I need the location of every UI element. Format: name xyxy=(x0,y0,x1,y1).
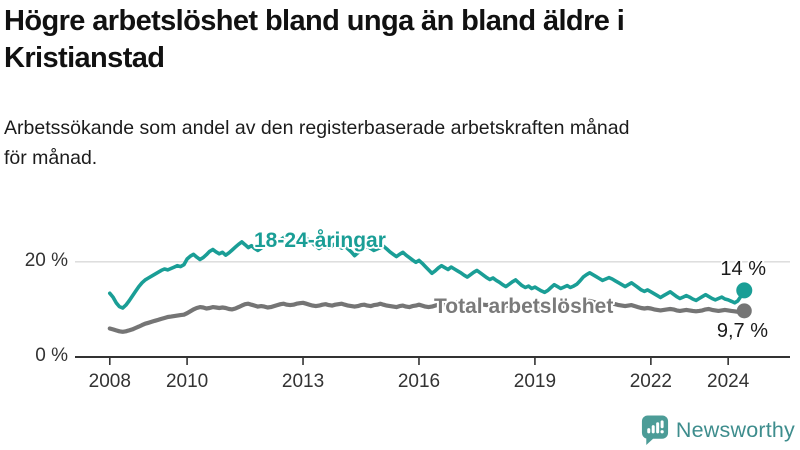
total-series-label: Total arbetslöshet xyxy=(434,295,614,318)
y-tick-label: 0 % xyxy=(35,345,68,366)
bar-chart-speech-bubble-icon xyxy=(641,415,668,445)
x-tick-label: 2022 xyxy=(629,371,672,392)
total-end-dot xyxy=(736,303,752,319)
youth-end-value-label: 14 % xyxy=(720,258,766,280)
total-end-value-label: 9,7 % xyxy=(716,320,768,342)
chart-subtitle: Arbetssökande som andel av den registerb… xyxy=(4,117,630,170)
x-tick-label: 2013 xyxy=(281,371,325,392)
youth-end-dot xyxy=(736,282,753,299)
newsworthy-logo: Newsworthy xyxy=(641,415,795,445)
youth-series-label: 18-24-åringar xyxy=(254,229,386,252)
x-tick-label: 2008 xyxy=(88,371,131,392)
x-tick-label: 2019 xyxy=(513,371,557,392)
x-tick-label: 2016 xyxy=(397,371,441,392)
x-tick-label: 2024 xyxy=(707,371,750,392)
chart-title: Högre arbetslöshet bland unga än bland ä… xyxy=(4,5,625,75)
x-tick-label: 2010 xyxy=(165,371,209,392)
y-tick-label: 20 % xyxy=(24,249,68,271)
newsworthy-wordmark: Newsworthy xyxy=(675,417,795,442)
